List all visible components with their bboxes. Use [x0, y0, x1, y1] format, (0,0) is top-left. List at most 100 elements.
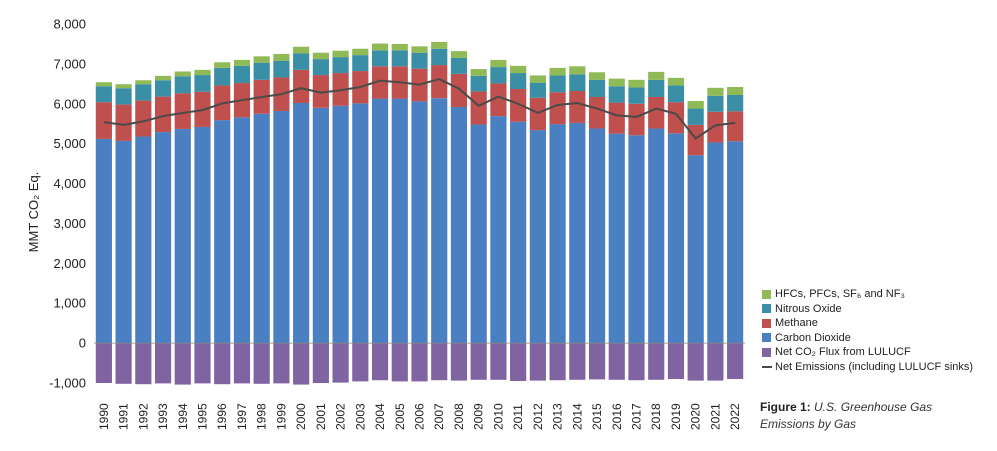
x-tick-label: 2018 — [649, 403, 663, 430]
bar-carbon-dioxide — [628, 135, 645, 344]
bar-carbon-dioxide — [194, 126, 211, 344]
bar-hfcs-pfcs-sf-and-nf — [95, 82, 112, 87]
x-tick-label: 2022 — [728, 403, 742, 430]
bar-hfcs-pfcs-sf-and-nf — [371, 43, 389, 51]
bar-carbon-dioxide — [95, 138, 112, 344]
bar-methane — [371, 66, 389, 99]
bar-methane — [549, 92, 566, 125]
x-tick-label: 2017 — [630, 403, 644, 430]
bar-hfcs-pfcs-sf-and-nf — [490, 59, 507, 68]
bar-methane — [667, 102, 685, 134]
bar-hfcs-pfcs-sf-and-nf — [411, 46, 428, 53]
bar-nitrous-oxide — [154, 80, 172, 97]
x-tick-label: 2005 — [393, 403, 407, 430]
bar-net-co-flux-from-lulucf — [549, 343, 566, 381]
bar-hfcs-pfcs-sf-and-nf — [470, 69, 487, 76]
x-tick-label: 1990 — [97, 403, 111, 430]
bar-hfcs-pfcs-sf-and-nf — [450, 51, 468, 58]
bar-hfcs-pfcs-sf-and-nf — [312, 52, 329, 60]
bar-carbon-dioxide — [667, 133, 685, 344]
x-tick-label: 2015 — [590, 403, 604, 430]
bar-nitrous-oxide — [470, 75, 487, 92]
bar-carbon-dioxide — [470, 124, 487, 344]
legend-swatch-lulucf — [762, 347, 771, 357]
bar-nitrous-oxide — [529, 82, 546, 98]
bar-hfcs-pfcs-sf-and-nf — [214, 62, 231, 68]
bar-methane — [628, 103, 645, 136]
figure-caption-text: U.S. Greenhouse Gas Emissions by Gas — [760, 400, 933, 431]
bar-methane — [115, 104, 132, 141]
bar-nitrous-oxide — [549, 75, 566, 93]
bar-nitrous-oxide — [332, 57, 349, 74]
y-axis-title: MMT CO₂ Eq. — [26, 172, 41, 253]
bar-carbon-dioxide — [707, 142, 724, 344]
bar-nitrous-oxide — [411, 52, 428, 69]
positive-bars — [95, 41, 744, 344]
bar-hfcs-pfcs-sf-and-nf — [293, 46, 310, 54]
bar-methane — [95, 102, 112, 139]
bar-net-co-flux-from-lulucf — [510, 343, 527, 381]
x-tick-label: 1992 — [136, 403, 150, 430]
bar-net-co-flux-from-lulucf — [332, 343, 349, 383]
bar-carbon-dioxide — [352, 103, 369, 344]
bar-carbon-dioxide — [371, 98, 389, 344]
bar-methane — [569, 91, 586, 123]
bar-nitrous-oxide — [194, 75, 211, 92]
x-tick-label: 2009 — [472, 403, 486, 430]
legend-swatch-carbon-dioxide — [762, 333, 771, 343]
bar-nitrous-oxide — [312, 59, 329, 76]
bar-nitrous-oxide — [510, 73, 527, 90]
y-tick-label: 5,000 — [53, 136, 86, 151]
bar-methane — [588, 97, 606, 129]
bar-methane — [510, 89, 527, 122]
x-tick-label: 2014 — [570, 403, 584, 430]
bar-hfcs-pfcs-sf-and-nf — [253, 56, 270, 63]
bar-methane — [687, 124, 704, 156]
bar-methane — [293, 69, 310, 103]
y-tick-label: 7,000 — [53, 56, 86, 71]
bar-net-co-flux-from-lulucf — [648, 343, 665, 380]
bar-net-co-flux-from-lulucf — [391, 343, 408, 382]
bar-carbon-dioxide — [253, 113, 270, 344]
x-tick-label: 2016 — [610, 403, 624, 430]
bar-net-co-flux-from-lulucf — [490, 343, 507, 380]
bar-hfcs-pfcs-sf-and-nf — [608, 78, 625, 87]
legend-swatch-nitrous-oxide — [762, 304, 771, 314]
bar-net-co-flux-from-lulucf — [253, 343, 270, 384]
bar-hfcs-pfcs-sf-and-nf — [667, 77, 685, 86]
x-tick-label: 2008 — [452, 403, 466, 430]
bar-carbon-dioxide — [569, 122, 586, 344]
bar-nitrous-oxide — [450, 57, 468, 74]
bar-carbon-dioxide — [273, 110, 290, 344]
x-tick-label: 1998 — [255, 403, 269, 430]
bar-methane — [154, 96, 172, 133]
bar-nitrous-oxide — [588, 79, 606, 97]
y-tick-label: 0 — [79, 336, 86, 351]
y-tick-label: 6,000 — [53, 96, 86, 111]
bar-net-co-flux-from-lulucf — [667, 343, 685, 380]
x-tick-label: 2002 — [334, 403, 348, 430]
bar-hfcs-pfcs-sf-and-nf — [154, 75, 172, 81]
bar-methane — [648, 97, 665, 129]
bar-methane — [312, 75, 329, 108]
bar-carbon-dioxide — [174, 128, 191, 344]
bar-net-co-flux-from-lulucf — [115, 343, 132, 384]
x-tick-label: 2006 — [413, 403, 427, 430]
bar-nitrous-oxide — [174, 76, 191, 94]
x-tick-label: 1993 — [156, 403, 170, 430]
bar-hfcs-pfcs-sf-and-nf — [352, 48, 369, 56]
bar-hfcs-pfcs-sf-and-nf — [332, 50, 349, 58]
bar-nitrous-oxide — [391, 50, 408, 67]
x-tick-label: 2019 — [669, 403, 683, 430]
legend: HFCs, PFCs, SF₆ and NF₃ Nitrous Oxide Me… — [762, 287, 973, 374]
bar-carbon-dioxide — [450, 106, 468, 344]
legend-item-net-emissions: Net Emissions (including LULUCF sinks) — [762, 360, 973, 375]
bar-carbon-dioxide — [293, 102, 310, 344]
bar-net-co-flux-from-lulucf — [529, 343, 546, 381]
bar-hfcs-pfcs-sf-and-nf — [273, 53, 290, 61]
bar-net-co-flux-from-lulucf — [470, 343, 487, 380]
bar-carbon-dioxide — [115, 140, 132, 344]
bar-nitrous-oxide — [628, 87, 645, 104]
x-tick-label: 2001 — [314, 403, 328, 430]
x-tick-label: 1997 — [235, 403, 249, 430]
